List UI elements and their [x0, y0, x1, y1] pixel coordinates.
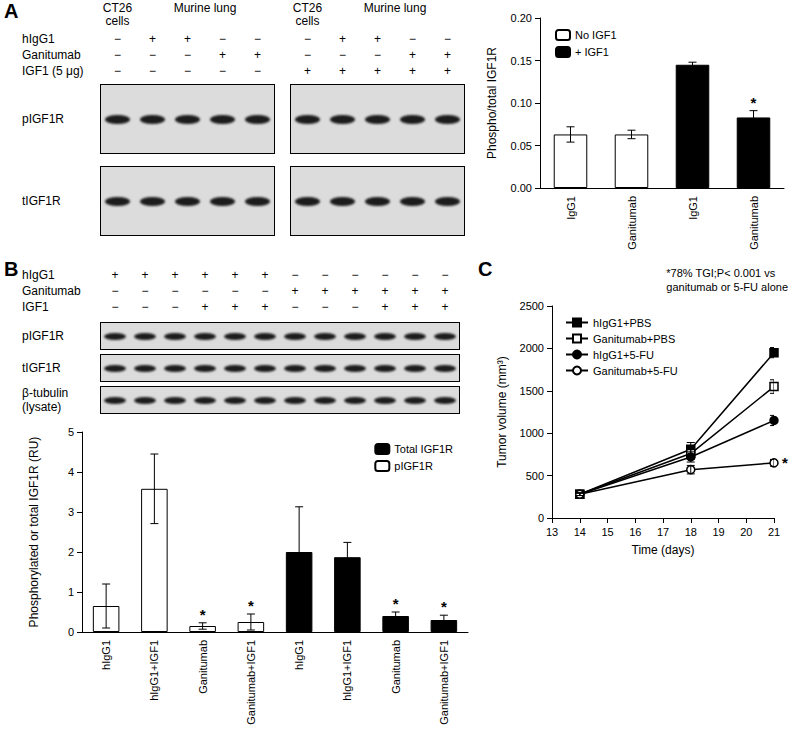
html-text:tIGF1R: tIGF1R [22, 361, 61, 375]
html-text:A: A [4, 0, 19, 22]
html-text:β-tubulin (lysate): β-tubulin (lysate) [22, 386, 69, 414]
svg-text:pIGF1R: pIGF1R [394, 460, 433, 472]
svg-text:Ganitumab+PBS: Ganitumab+PBS [593, 333, 675, 345]
svg-text:Ganitumab: Ganitumab [197, 640, 209, 694]
svg-text:*: * [393, 595, 399, 612]
html-text:Ganitumab: Ganitumab [22, 48, 81, 62]
html-text:CT26 cells: CT26 cells [102, 1, 133, 28]
svg-text:18: 18 [685, 526, 697, 538]
svg-text:0.20: 0.20 [511, 12, 532, 24]
html-text:IGF1: IGF1 [22, 300, 49, 314]
svg-text:hIgG1: hIgG1 [100, 640, 112, 670]
svg-text:Ganitumab+IGF1: Ganitumab+IGF1 [245, 640, 257, 725]
svg-text:Ganitumab+IGF1: Ganitumab+IGF1 [438, 640, 450, 725]
svg-text:1000: 1000 [520, 427, 544, 439]
svg-text:2000: 2000 [520, 342, 544, 354]
svg-text:hIgG1+IGF1: hIgG1+IGF1 [341, 640, 353, 701]
html-text:B: B [4, 258, 19, 280]
svg-text:17: 17 [657, 526, 669, 538]
svg-text:No IGF1: No IGF1 [575, 29, 617, 41]
html-text:Murine lung: Murine lung [173, 1, 237, 15]
svg-text:1500: 1500 [520, 385, 544, 397]
html-text:CT26 cells: CT26 cells [292, 1, 323, 28]
svg-text:0: 0 [68, 626, 74, 638]
svg-text:19: 19 [712, 526, 724, 538]
html-text:C: C [478, 258, 493, 280]
svg-text:2: 2 [68, 546, 74, 558]
svg-text:5: 5 [68, 426, 74, 438]
svg-text:hIgG1+5-FU: hIgG1+5-FU [593, 349, 654, 361]
svg-text:Ganitumab: Ganitumab [626, 196, 638, 250]
html-text:IGF1 (5 μg): IGF1 (5 μg) [22, 64, 84, 78]
svg-text:*: * [441, 598, 447, 615]
svg-text:*78% TGI;P< 0.001 vs: *78% TGI;P< 0.001 vs [666, 267, 775, 279]
svg-text:4: 4 [68, 466, 74, 478]
svg-text:500: 500 [526, 470, 544, 482]
html-text:hIgG1: hIgG1 [22, 268, 55, 282]
svg-text:Tumor volume (mm³): Tumor volume (mm³) [495, 356, 509, 468]
svg-text:*: * [200, 606, 206, 623]
svg-text:IgG1: IgG1 [565, 196, 577, 220]
svg-text:Ganitumab+5-FU: Ganitumab+5-FU [593, 365, 678, 377]
svg-text:0.00: 0.00 [511, 182, 532, 194]
svg-text:3: 3 [68, 506, 74, 518]
svg-text:0.15: 0.15 [511, 55, 532, 67]
svg-text:13: 13 [546, 526, 558, 538]
svg-text:21: 21 [768, 526, 780, 538]
html-text:tIGF1R: tIGF1R [22, 194, 61, 208]
svg-text:Phospho/total IGF1R: Phospho/total IGF1R [485, 47, 499, 159]
svg-text:16: 16 [629, 526, 641, 538]
svg-text:Time (days): Time (days) [632, 543, 695, 557]
html-text:hIgG1: hIgG1 [22, 32, 55, 46]
svg-text:*: * [248, 597, 254, 614]
svg-text:0.05: 0.05 [511, 140, 532, 152]
svg-text:ganitumab or 5-FU alone: ganitumab or 5-FU alone [666, 281, 788, 293]
svg-text:IgG1: IgG1 [687, 196, 699, 220]
svg-text:0: 0 [538, 512, 544, 524]
svg-text:0.10: 0.10 [511, 97, 532, 109]
html-text:Murine lung: Murine lung [363, 1, 427, 15]
svg-text:Total IGF1R: Total IGF1R [394, 443, 453, 455]
svg-text:1: 1 [68, 586, 74, 598]
svg-text:Ganitumab: Ganitumab [748, 196, 760, 250]
svg-text:Phosphorylated or total IGF1R: Phosphorylated or total IGF1R (RU) [27, 437, 41, 628]
svg-text:*: * [751, 94, 757, 111]
svg-text:14: 14 [574, 526, 586, 538]
svg-text:hIgG1+IGF1: hIgG1+IGF1 [148, 640, 160, 701]
svg-text:*: * [782, 454, 788, 471]
svg-text:+ IGF1: + IGF1 [575, 46, 609, 58]
svg-text:hIgG1+PBS: hIgG1+PBS [593, 317, 651, 329]
svg-text:2500: 2500 [520, 300, 544, 312]
html-text:Ganitumab: Ganitumab [22, 284, 81, 298]
html-text:pIGF1R: pIGF1R [22, 329, 64, 343]
svg-text:15: 15 [601, 526, 613, 538]
svg-text:Ganitumab: Ganitumab [390, 640, 402, 694]
svg-text:hIgG1: hIgG1 [293, 640, 305, 670]
svg-text:20: 20 [740, 526, 752, 538]
html-text:pIGF1R: pIGF1R [22, 112, 64, 126]
